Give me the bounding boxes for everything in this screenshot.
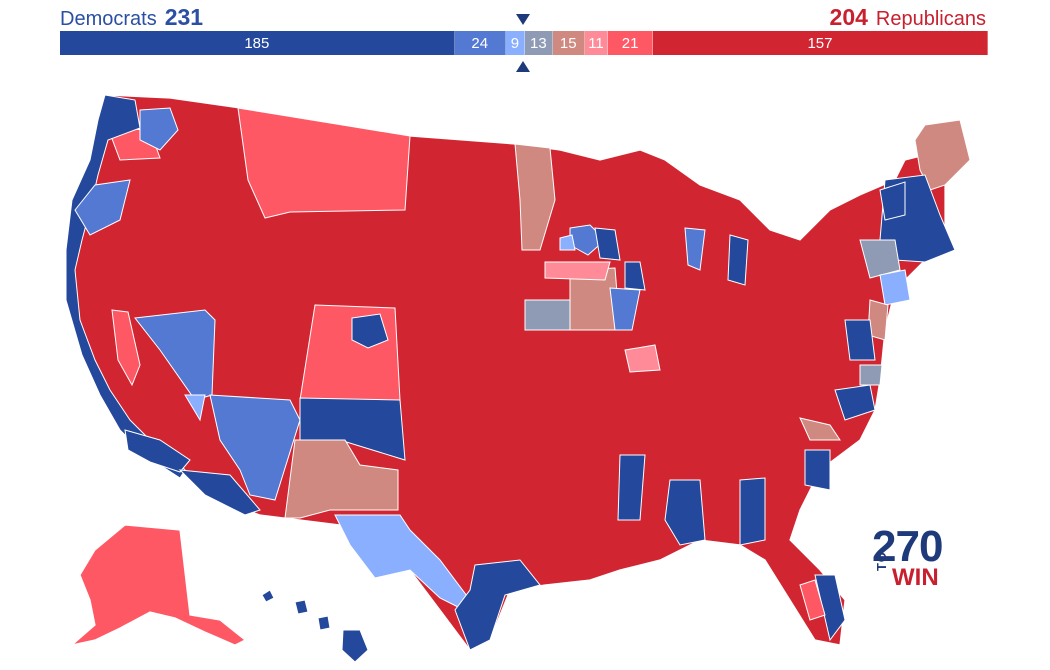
region-socal-dem xyxy=(124,429,191,473)
region-alaska-likely-rep xyxy=(71,524,247,646)
region-north-carolina-tilt-rep xyxy=(799,417,841,441)
region-michigan-likely-dem xyxy=(684,227,706,271)
seat-bar-lean-rep[interactable]: 11 xyxy=(584,31,609,55)
region-chicago-dem xyxy=(624,261,646,291)
region-new-mexico-tilt-rep xyxy=(284,439,399,519)
seat-rating-bar: 185 24 9 13 15 11 21 157 xyxy=(60,31,988,55)
region-ohio-lean-rep xyxy=(624,344,661,373)
region-iowa-tossup xyxy=(524,299,571,331)
region-colorado-likely-rep xyxy=(299,304,401,401)
seat-bar-safe-rep[interactable]: 157 xyxy=(653,31,988,55)
region-new-mexico-dem xyxy=(299,397,406,461)
region-hawaii-dem-3 xyxy=(317,615,331,631)
region-new-york-tossup xyxy=(859,239,901,279)
logo-win-text: WIN xyxy=(892,564,939,591)
logo-270-text: 270 xyxy=(872,522,943,571)
region-minneapolis-lean-dem xyxy=(559,234,576,251)
region-milwaukee-dem xyxy=(594,227,621,261)
region-hawaii-dem-1 xyxy=(261,589,275,603)
region-virginia-dem xyxy=(834,384,876,421)
region-minnesota-tilt-rep xyxy=(514,143,556,251)
seat-bar-lean-dem[interactable]: 9 xyxy=(505,31,526,55)
democrats-seat-count: 231 xyxy=(164,4,204,30)
us-house-district-map[interactable] xyxy=(0,70,1050,670)
seat-bar-likely-rep[interactable]: 21 xyxy=(608,31,653,55)
democrats-total: Democrats 231 xyxy=(60,4,203,31)
republicans-seat-count: 204 xyxy=(829,4,868,30)
seat-bar-likely-dem[interactable]: 24 xyxy=(454,31,506,55)
region-florida-likely-rep xyxy=(799,579,826,621)
region-nevada-lean-dem xyxy=(184,394,206,422)
region-california-central-likely-rep xyxy=(111,309,141,387)
region-oregon-coast-likely-dem xyxy=(74,179,131,236)
region-alabama-dem xyxy=(664,479,706,546)
region-vermont-dem xyxy=(879,181,906,221)
seat-bar-tossup[interactable]: 13 xyxy=(525,31,553,55)
270towin-logo[interactable]: 270 TO WIN xyxy=(872,522,952,592)
seat-bar-safe-dem[interactable]: 185 xyxy=(60,31,455,55)
region-seattle-dem xyxy=(139,107,179,151)
region-georgia-dem xyxy=(739,477,766,546)
region-iowa-lean-rep xyxy=(544,261,611,281)
region-maine-tilt-rep xyxy=(914,119,971,191)
logo-to-text: TO xyxy=(874,551,889,571)
region-hawaii-dem-4 xyxy=(341,629,369,663)
region-texas-gulf-dem xyxy=(454,559,541,651)
seat-totals-header: Democrats 231 204 Republicans xyxy=(60,4,988,30)
seat-bar-tilt-rep[interactable]: 15 xyxy=(552,31,585,55)
region-south-carolina-dem xyxy=(804,449,831,491)
region-florida-dem xyxy=(814,574,846,642)
majority-marker-top-icon xyxy=(516,14,530,25)
region-michigan-dem xyxy=(727,234,749,286)
region-illinois-likely-dem xyxy=(609,287,641,331)
region-denver-dem xyxy=(351,313,389,349)
region-arizona-south-dem xyxy=(178,469,261,516)
majority-marker-bottom-icon xyxy=(516,61,530,72)
region-mississippi-dem xyxy=(617,454,646,521)
region-montana-likely-rep xyxy=(237,107,411,219)
region-hawaii-dem-2 xyxy=(294,599,309,615)
republicans-total: 204 Republicans xyxy=(830,4,986,31)
democrats-label: Democrats xyxy=(60,8,157,30)
region-new-york-lean-dem xyxy=(879,269,911,306)
region-arizona-likely-dem xyxy=(209,394,301,501)
region-virginia-tossup xyxy=(859,364,883,386)
region-mid-atlantic-dem xyxy=(844,319,876,361)
republicans-label: Republicans xyxy=(875,8,986,30)
